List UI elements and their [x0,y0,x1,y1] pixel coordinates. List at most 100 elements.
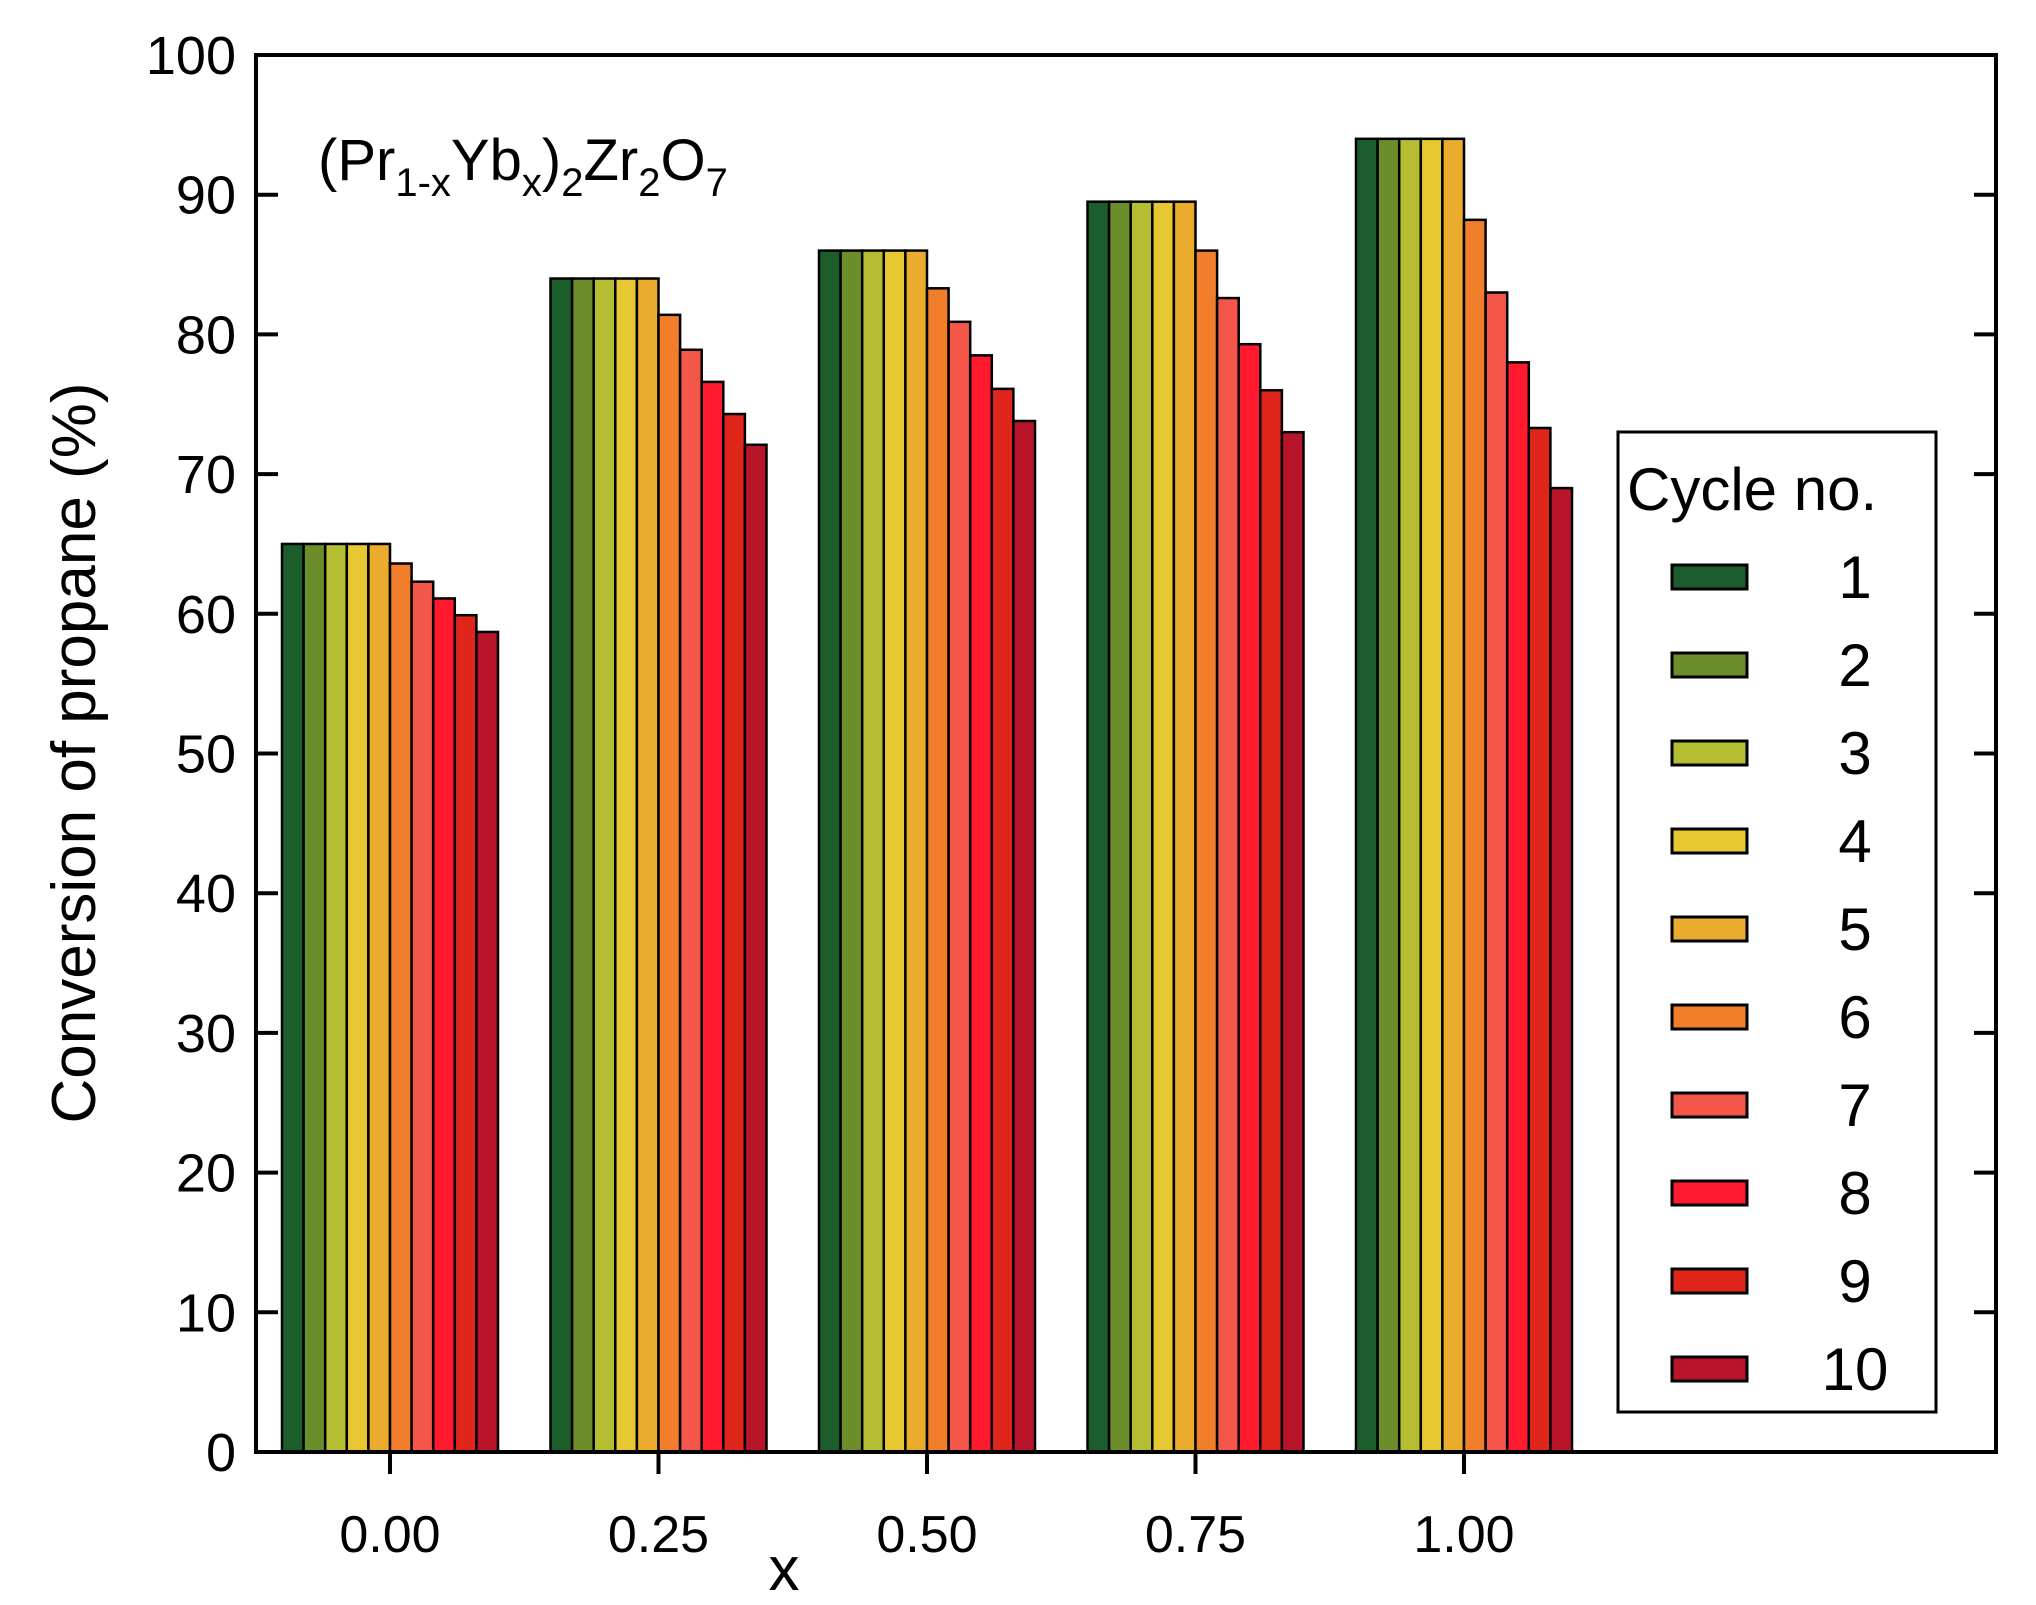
y-axis: 0 10 20 30 40 50 60 70 80 90 100 [146,26,1996,1483]
y-tick-label: 60 [176,585,236,645]
y-tick-label: 90 [176,166,236,226]
bar-cycle-10-x-0.50 [1012,419,1037,1454]
bar-cycle-2-x-0.25 [570,277,595,1454]
bar-cycle-1-x-0.00 [280,542,305,1454]
bar-cycle-3-x-0.75 [1129,200,1154,1454]
bar-cycle-6-x-0.00 [388,562,413,1454]
formula-part: O [660,128,705,193]
bar-cycle-6-x-0.50 [925,287,950,1454]
formula-subscript: 7 [706,161,728,205]
legend: Cycle no. 1 2 3 4 5 6 7 8 9 10 [1616,430,1938,1414]
bar-cycle-10-x-1.00 [1549,486,1574,1454]
bar-cycle-4-x-0.50 [882,249,907,1454]
bar-cycle-9-x-0.25 [722,412,747,1454]
bar-cycle-8-x-0.50 [968,354,994,1454]
y-tick-label: 80 [176,305,236,365]
bar-cycle-4-x-1.00 [1419,137,1444,1454]
legend-swatch-3 [1670,739,1749,767]
formula-part: (Pr [318,128,395,193]
bar-cycle-7-x-0.00 [410,580,435,1454]
bar-cycle-2-x-0.50 [839,249,864,1454]
x-tick-label: 0.75 [1145,1506,1246,1564]
y-axis-label: Conversion of propane (%) [40,383,109,1124]
bar-cycle-3-x-1.00 [1397,137,1423,1454]
legend-label-3: 3 [1838,720,1871,787]
bar-cycle-7-x-0.25 [678,348,703,1454]
bar-cycle-1-x-0.50 [817,249,842,1454]
legend-label-2: 2 [1838,632,1871,699]
legend-swatch-6 [1670,1003,1749,1031]
bar-cycle-9-x-0.75 [1259,389,1284,1454]
bar-cycle-2-x-1.00 [1376,137,1401,1454]
y-tick-label: 30 [176,1004,236,1064]
bar-cycle-3-x-0.00 [323,542,349,1454]
formula-subscript: 2 [638,161,660,205]
y-tick-label: 100 [146,26,236,86]
bar-cycle-7-x-0.50 [947,320,972,1454]
legend-swatch-1 [1670,563,1749,591]
formula-subscript: 2 [561,161,583,205]
bar-cycle-2-x-0.00 [302,542,327,1454]
legend-label-9: 9 [1838,1248,1871,1315]
bar-cycle-4-x-0.75 [1151,200,1176,1454]
y-tick-label: 40 [176,864,236,924]
x-axis-label: x [769,1535,800,1604]
bar-cycle-6-x-0.25 [657,313,682,1454]
bar-cycle-5-x-0.00 [367,542,392,1454]
bar-cycle-8-x-0.00 [431,597,457,1454]
bar-cycle-10-x-0.25 [743,443,768,1454]
bar-cycle-8-x-0.75 [1237,342,1262,1454]
bar-cycle-1-x-0.75 [1086,200,1111,1454]
legend-label-10: 10 [1822,1336,1889,1403]
legend-label-7: 7 [1838,1072,1871,1139]
y-tick-label: 70 [176,445,236,505]
formula-part: ) [542,128,561,193]
bar-cycle-3-x-0.25 [592,277,617,1454]
bar-cycle-9-x-0.50 [990,387,1015,1454]
bars-layer [280,137,1574,1454]
legend-title: Cycle no. [1627,456,1877,523]
formula-subscript: 1-x [395,161,451,205]
x-tick-label: 0.25 [608,1506,709,1564]
y-tick-label: 10 [176,1283,236,1343]
legend-swatch-10 [1670,1355,1749,1383]
bar-cycle-6-x-0.75 [1194,249,1219,1454]
bar-cycle-9-x-1.00 [1527,426,1552,1454]
bar-cycle-3-x-0.50 [860,249,886,1454]
x-tick-label: 0.50 [876,1506,977,1564]
bar-cycle-1-x-1.00 [1354,137,1379,1454]
legend-swatch-9 [1670,1267,1749,1295]
bar-cycle-5-x-0.25 [635,277,660,1454]
y-tick-label: 0 [206,1423,236,1483]
bar-cycle-2-x-0.75 [1107,200,1132,1454]
legend-frame [1616,430,1938,1414]
bar-cycle-4-x-0.00 [345,542,370,1454]
x-tick-label: 0.00 [339,1506,440,1564]
legend-items: 1 2 3 4 5 6 7 8 9 10 [1670,544,1889,1403]
bar-cycle-5-x-0.75 [1172,200,1197,1454]
bar-cycle-5-x-0.50 [904,249,929,1454]
bar-cycle-1-x-0.25 [549,277,574,1454]
bar-cycle-6-x-1.00 [1462,218,1487,1454]
legend-swatch-8 [1670,1179,1749,1207]
legend-swatch-2 [1670,651,1749,679]
formula-subscript: x [522,161,542,205]
bar-cycle-10-x-0.00 [475,630,500,1454]
bar-cycle-7-x-0.75 [1215,296,1240,1454]
legend-swatch-4 [1670,827,1749,855]
bar-cycle-4-x-0.25 [614,277,639,1454]
legend-label-1: 1 [1838,544,1871,611]
legend-swatch-7 [1670,1091,1749,1119]
formula-part: Zr [583,128,638,193]
bar-cycle-8-x-0.25 [700,380,725,1454]
bar-cycle-8-x-1.00 [1505,361,1531,1454]
legend-label-4: 4 [1838,808,1871,875]
legend-label-6: 6 [1838,984,1871,1051]
x-axis: 0.00 0.25 0.50 0.75 1.00 [339,1452,1515,1564]
formula-annotation: (Pr1-xYbx)2Zr2O7 [318,128,728,205]
x-tick-label: 1.00 [1413,1506,1514,1564]
bar-cycle-5-x-1.00 [1441,137,1466,1454]
bar-cycle-10-x-0.75 [1280,430,1305,1454]
y-tick-label: 20 [176,1144,236,1204]
